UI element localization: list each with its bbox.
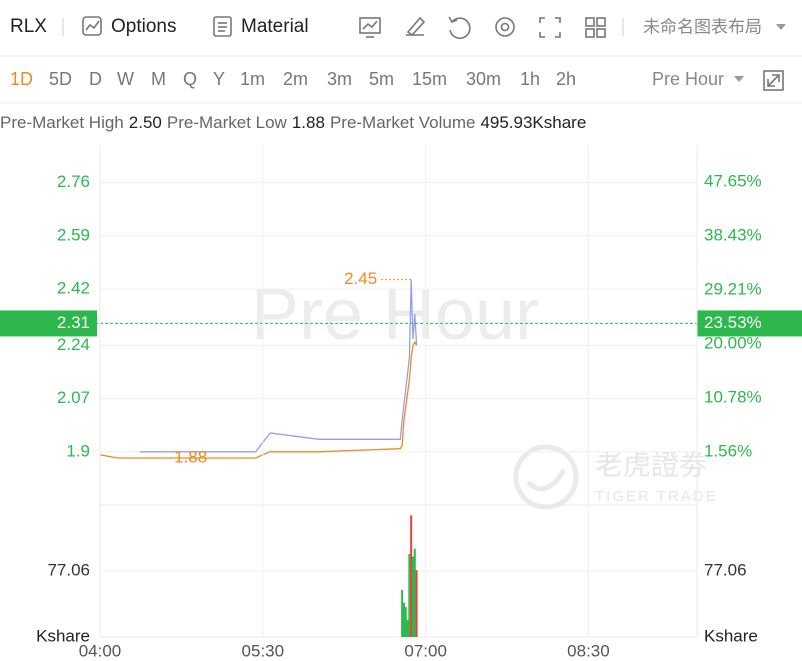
period-button[interactable]: 2m xyxy=(283,69,308,89)
period-button[interactable]: 1h xyxy=(520,69,540,89)
brand-tagline: TIGER TRADE xyxy=(595,488,718,505)
last-change-badge xyxy=(697,310,802,337)
last-change-label: 23.53% xyxy=(704,313,762,332)
period-button[interactable]: W xyxy=(117,69,134,89)
period-button[interactable]: 30m xyxy=(466,69,501,89)
y-tick-label: 2.42 xyxy=(57,278,90,297)
expand-icon[interactable] xyxy=(763,70,784,91)
x-tick-label: 08:30 xyxy=(567,641,610,660)
volume-bar xyxy=(402,602,405,637)
symbol[interactable]: RLX xyxy=(10,16,47,37)
stat-label: Pre-Market High xyxy=(0,113,124,132)
y-axis-unit: Kshare xyxy=(36,626,90,645)
period-button[interactable]: 5m xyxy=(369,69,394,89)
volume-bar xyxy=(401,589,404,637)
y-tick-label: 77.06 xyxy=(47,560,90,579)
dropdown-arrow[interactable] xyxy=(734,76,744,82)
stats: Pre-Market High 2.50 Pre-Market Low 1.88 Pre… xyxy=(0,113,586,132)
last-price-badge xyxy=(0,310,97,337)
material-button[interactable]: Material xyxy=(241,16,309,37)
options-icon[interactable] xyxy=(82,16,102,36)
period-button[interactable]: 1D xyxy=(10,69,33,89)
x-tick-label: 05:30 xyxy=(242,641,285,660)
x-tick-label: 04:00 xyxy=(79,641,122,660)
y-axis-unit: Kshare xyxy=(704,626,758,645)
period-button[interactable]: 5D xyxy=(49,69,72,89)
y2-tick-label: 20.00% xyxy=(704,334,762,353)
period-button[interactable]: 2h xyxy=(556,69,576,89)
reset-icon[interactable] xyxy=(448,16,471,39)
volume-bar xyxy=(410,515,413,637)
stat-label: Pre-Market Low xyxy=(167,113,288,132)
options-button[interactable]: Options xyxy=(111,16,176,37)
brand-logo xyxy=(513,444,579,510)
volume-bar xyxy=(413,548,416,637)
period-button[interactable]: Q xyxy=(183,69,197,89)
volume-bar xyxy=(411,556,414,637)
y-tick-label: 2.76 xyxy=(57,172,90,191)
period-bar: 1D 5D D W M Q Y 1m 2m 3m 5m 15m 30m 1h 2h xyxy=(10,69,576,89)
material-icon[interactable] xyxy=(213,16,232,37)
stat-value: 1.88 xyxy=(292,113,325,132)
volume-bar xyxy=(406,619,409,637)
price-line xyxy=(139,279,418,453)
y2-tick-label: 38.43% xyxy=(704,226,762,245)
dropdown-arrow[interactable] xyxy=(776,24,786,30)
y2-tick-label: 29.21% xyxy=(704,280,762,299)
y-tick-label: 2.59 xyxy=(57,225,90,244)
settings-icon[interactable] xyxy=(495,17,515,37)
draw-icon[interactable] xyxy=(406,16,426,37)
plot: 2.76 2.59 2.42 2.24 2.07 1.9 47.65% 38.43% 29.21… xyxy=(0,145,802,660)
period-button[interactable]: 15m xyxy=(412,69,447,89)
y2-tick-label: 10.78% xyxy=(704,388,762,407)
watermark: Pre Hour xyxy=(251,275,539,355)
y-tick-label: 2.07 xyxy=(57,388,90,407)
y-tick-label: 2.24 xyxy=(57,335,90,354)
layout-icon[interactable] xyxy=(585,17,606,38)
annotation-label: 2.45 xyxy=(344,269,377,288)
x-tick-label: 07:00 xyxy=(404,641,447,660)
brand-name: 老虎證劵 xyxy=(595,449,707,480)
fullscreen-icon[interactable] xyxy=(539,17,561,38)
indicator-icon[interactable] xyxy=(359,17,381,38)
layout-name[interactable]: 未命名图表布局 xyxy=(643,17,762,36)
stat-label: Pre-Market Volume xyxy=(330,113,476,132)
volume-bar xyxy=(408,553,411,637)
last-price-label: 2.31 xyxy=(57,313,90,332)
volume-bar xyxy=(404,607,407,637)
period-button[interactable]: M xyxy=(151,69,166,89)
period-button[interactable]: 3m xyxy=(327,69,352,89)
stat-value: 495.93Kshare xyxy=(480,113,586,132)
y2-tick-label: 1.56% xyxy=(704,442,752,461)
y-tick-label: 77.06 xyxy=(704,560,747,579)
annotation-label: 1.88 xyxy=(174,448,207,467)
y2-tick-label: 47.65% xyxy=(704,172,762,191)
period-button[interactable]: D xyxy=(89,69,102,89)
session-selector[interactable]: Pre Hour xyxy=(652,69,724,89)
y-tick-label: 1.9 xyxy=(66,441,90,460)
period-button[interactable]: 1m xyxy=(240,69,265,89)
price-line xyxy=(99,340,418,459)
volume-bar xyxy=(415,570,418,637)
period-button[interactable]: Y xyxy=(213,69,225,89)
stat-value: 2.50 xyxy=(129,113,162,132)
